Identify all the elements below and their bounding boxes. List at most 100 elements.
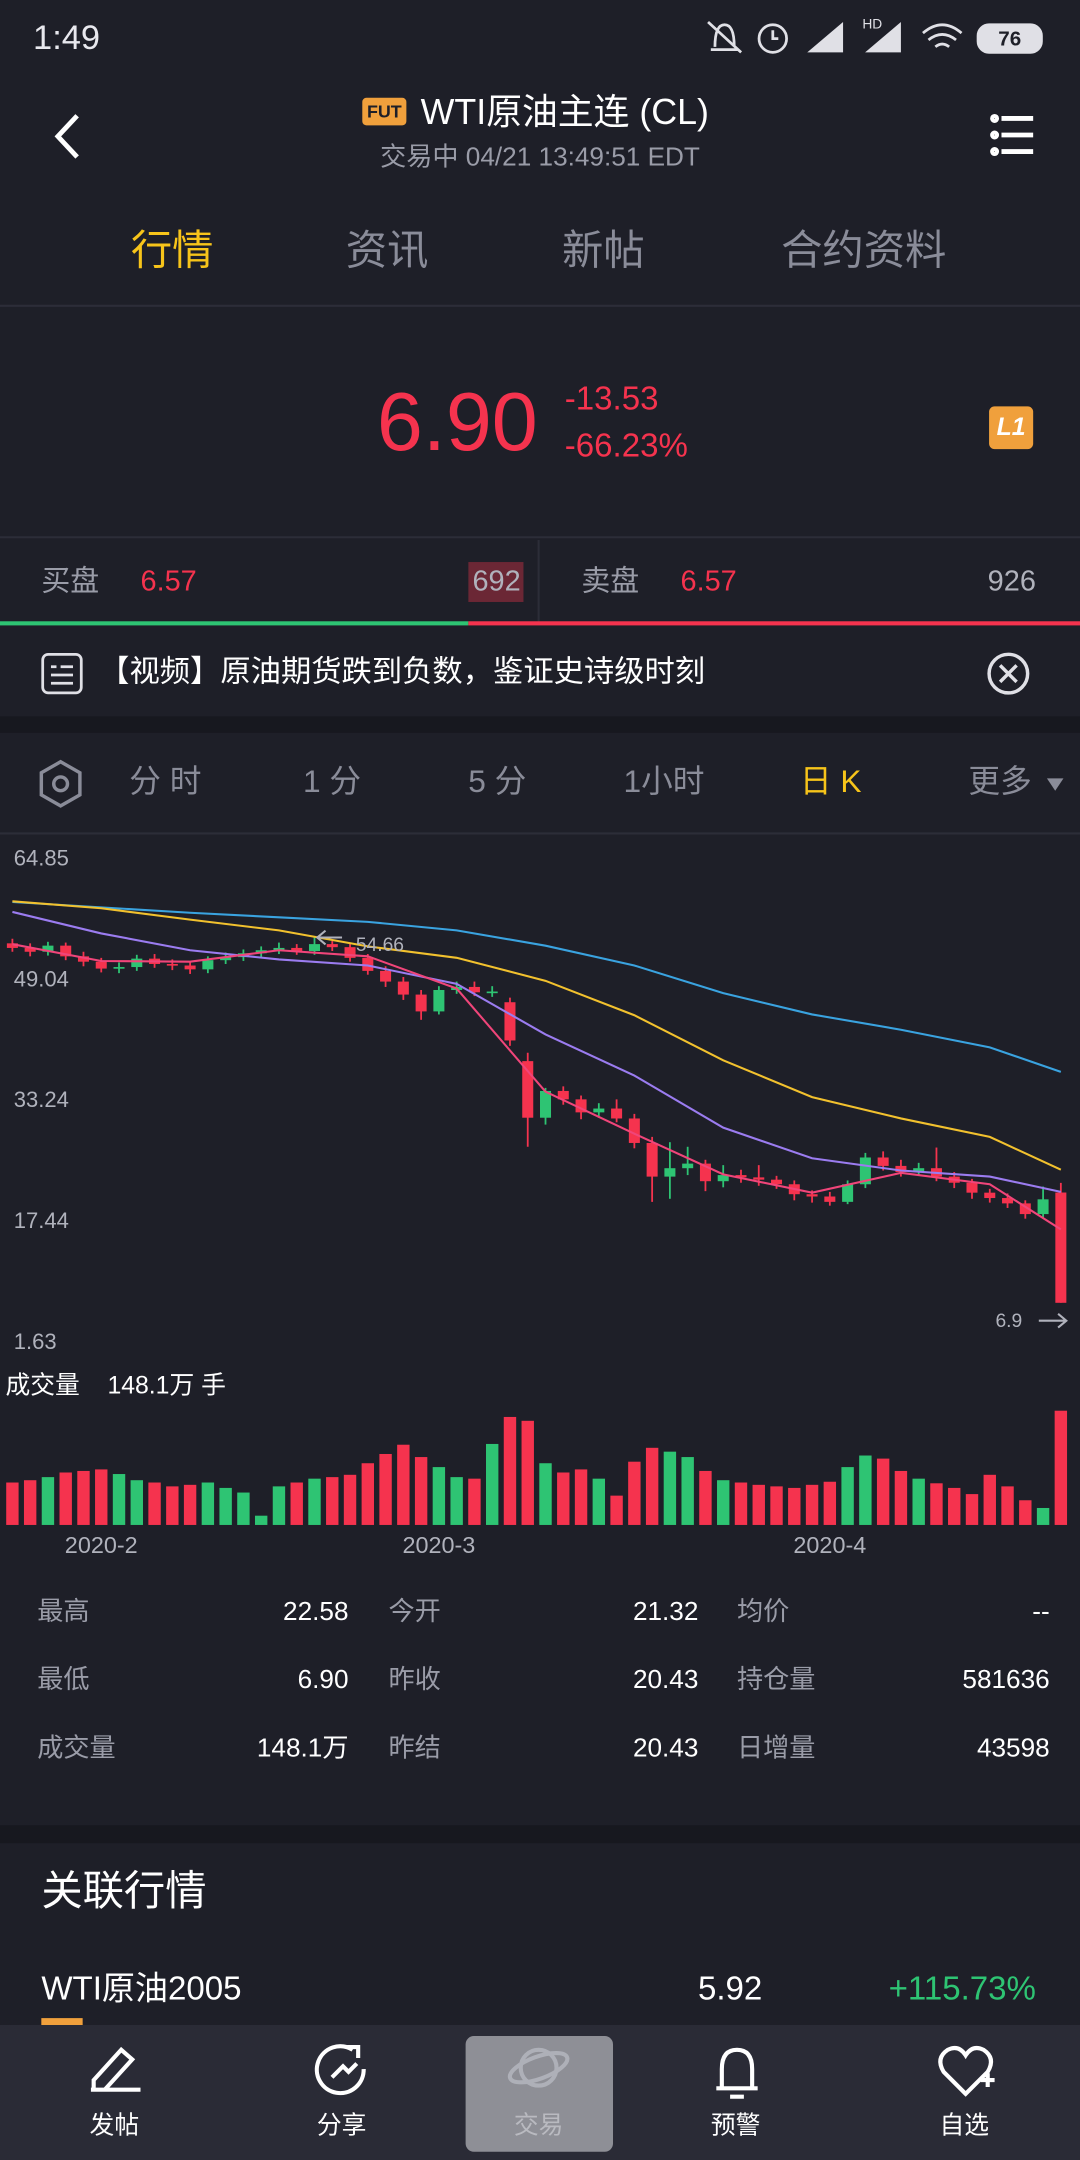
volume-bar: [361, 1463, 375, 1525]
candle-body: [557, 1090, 569, 1100]
y-tick-label: 64.85: [14, 845, 69, 870]
chart-settings[interactable]: [39, 759, 82, 808]
bid-size: 692: [472, 565, 520, 597]
period-tab[interactable]: 日 K: [800, 763, 862, 799]
period-tab[interactable]: 更多: [968, 763, 1031, 799]
volume-bar: [734, 1482, 748, 1525]
tab[interactable]: 新帖: [562, 227, 645, 273]
nav-item[interactable]: 预警: [711, 2111, 761, 2139]
candle-body: [504, 1002, 516, 1041]
last-price: 6.90: [377, 375, 538, 468]
candle-body: [380, 970, 392, 982]
menu-button[interactable]: [990, 113, 1034, 157]
candle-body: [60, 945, 72, 957]
volume-bar: [130, 1480, 143, 1525]
volume-bar: [521, 1420, 534, 1525]
volume-bar: [930, 1483, 943, 1525]
nav-item[interactable]: 交易: [514, 2111, 564, 2139]
related-title: 关联行情: [41, 1868, 206, 1914]
stat-label: 日增量: [737, 1732, 815, 1762]
nav-item[interactable]: 自选: [940, 2111, 990, 2139]
candle-body: [575, 1099, 587, 1113]
candle-body: [1037, 1199, 1049, 1215]
volume-bar: [912, 1478, 925, 1525]
volume-bar: [717, 1480, 730, 1525]
volume-bar: [290, 1482, 303, 1525]
tab[interactable]: 行情: [131, 227, 214, 273]
x-tick-label: 2020-2: [65, 1532, 138, 1558]
candle-body: [806, 1194, 818, 1197]
volume-bar: [112, 1474, 126, 1525]
candle-body: [42, 945, 54, 952]
stat-label: 最高: [37, 1596, 89, 1626]
period-tab[interactable]: 1 分: [303, 763, 361, 799]
candle-body: [664, 1168, 676, 1177]
ask-size: 926: [988, 565, 1036, 597]
candle-body: [646, 1142, 658, 1177]
tab[interactable]: 合约资料: [781, 227, 946, 273]
news-headline[interactable]: 【视频】原油期货跌到负数，鉴证史诗级时刻: [99, 655, 705, 689]
stat-label: 昨结: [388, 1732, 440, 1762]
volume-bar: [95, 1469, 108, 1525]
tab[interactable]: 资讯: [346, 227, 429, 273]
related-name[interactable]: WTI原油2005: [41, 1970, 241, 2007]
section-gap: [0, 716, 1080, 733]
nav-item[interactable]: 分享: [317, 2111, 367, 2139]
bid-size-highlight: [468, 562, 524, 602]
candle-body: [966, 1182, 978, 1193]
candle-body: [522, 1061, 534, 1118]
volume-bar: [610, 1495, 623, 1525]
candle-body: [77, 956, 89, 962]
candle-body: [753, 1177, 765, 1180]
volume-bar: [326, 1477, 339, 1525]
period-tab[interactable]: 5 分: [468, 763, 526, 799]
y-tick-label: 17.44: [14, 1208, 69, 1233]
period-tab[interactable]: 1小时: [623, 763, 704, 799]
ask-bar: [468, 621, 1080, 626]
candle-body: [273, 947, 285, 951]
volume-bar: [859, 1455, 872, 1525]
ask-label: 卖盘: [581, 565, 639, 597]
volume-bar: [23, 1480, 37, 1525]
volume-bar: [485, 1443, 499, 1525]
candle-body: [540, 1090, 552, 1118]
candle-body: [593, 1108, 605, 1113]
volume-bar: [201, 1482, 215, 1525]
candle-body: [397, 981, 409, 995]
volume-bar: [59, 1472, 72, 1525]
candle-body: [166, 963, 178, 966]
volume-bar: [699, 1470, 712, 1525]
candle-body: [611, 1108, 623, 1119]
status-icons: [707, 21, 1043, 54]
stat-value: 21.32: [633, 1596, 698, 1626]
l1-badge[interactable]: L1: [997, 414, 1026, 441]
stat-value: 20.43: [633, 1732, 698, 1762]
stat-label: 昨收: [388, 1664, 440, 1694]
candle-body: [24, 947, 36, 952]
period-tab[interactable]: 分 时: [129, 763, 201, 799]
candle-body: [95, 961, 107, 969]
candle-body: [486, 991, 498, 994]
candle-body: [291, 947, 303, 951]
price-change: -13.53: [565, 381, 659, 418]
volume-bar: [272, 1486, 286, 1525]
volume-bar: [1001, 1486, 1014, 1525]
volume-bar: [557, 1472, 570, 1525]
volume-bar: [77, 1470, 90, 1525]
volume-bar: [841, 1467, 854, 1525]
trade-highlight: [465, 2036, 614, 2152]
y-tick-label: 49.04: [14, 966, 69, 991]
volume-bar: [574, 1469, 588, 1525]
candle-body: [220, 957, 232, 961]
volume-bar: [343, 1474, 357, 1525]
volume-bar: [628, 1461, 641, 1525]
more-caret: [1046, 778, 1064, 791]
nav-item[interactable]: 发帖: [90, 2111, 140, 2139]
candle-body: [1019, 1203, 1031, 1215]
volume-bar: [41, 1477, 55, 1525]
volume-bar: [379, 1453, 392, 1525]
back-button[interactable]: [54, 114, 79, 159]
candle-body: [771, 1179, 783, 1185]
news-close[interactable]: [987, 652, 1030, 695]
